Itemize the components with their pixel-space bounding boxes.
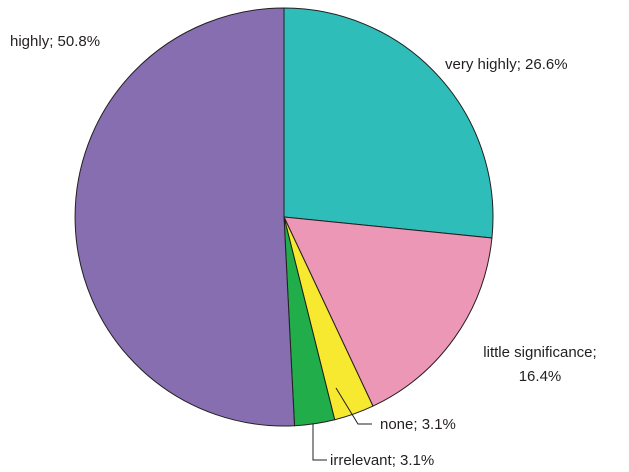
pie-slice-little-significance bbox=[283, 216, 493, 407]
labels-layer: very highly; 26.6% little significance; … bbox=[10, 33, 597, 469]
slice-label-irrelevant: irrelevant; 3.1% bbox=[330, 452, 434, 469]
leader-lines bbox=[312, 387, 372, 461]
slice-label-none: none; 3.1% bbox=[380, 416, 456, 433]
slice-label-little-significance-line1: little significance; bbox=[483, 344, 596, 361]
pie-slice-highly bbox=[74, 7, 296, 427]
leader-line-irrelevant bbox=[312, 424, 327, 461]
slices-layer bbox=[74, 7, 494, 427]
slice-label-highly: highly; 50.8% bbox=[10, 33, 100, 50]
slice-label-little-significance-line2: 16.4% bbox=[519, 368, 562, 385]
slice-label-very-highly: very highly; 26.6% bbox=[445, 56, 568, 73]
pie-slice-very-highly bbox=[283, 7, 494, 239]
leader-line-none bbox=[335, 387, 372, 425]
